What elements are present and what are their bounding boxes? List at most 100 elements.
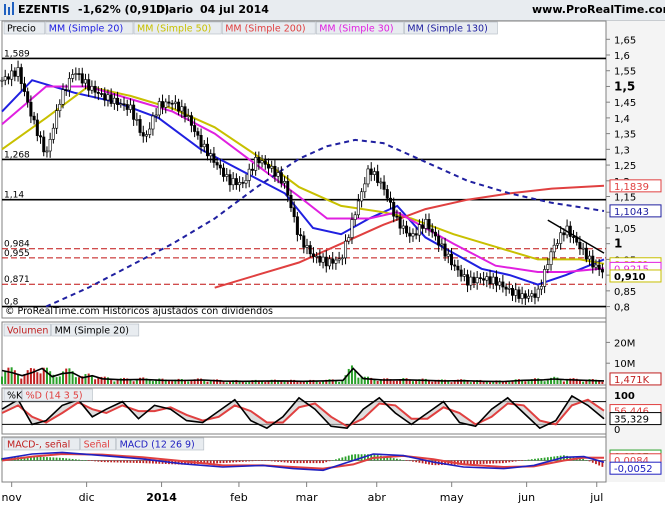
candle-body	[257, 157, 261, 164]
stoch-k-line	[1, 394, 605, 430]
macd-histogram-bar	[341, 457, 344, 461]
macd-histogram-bar	[277, 460, 280, 462]
macd-histogram-bar	[100, 460, 103, 462]
candle-body	[55, 110, 59, 129]
macd-histogram-bar	[505, 460, 507, 463]
macd-histogram-bar	[550, 456, 552, 461]
candle-body	[39, 135, 43, 138]
volume-bar	[469, 382, 472, 384]
volume-bar	[219, 379, 222, 384]
candle-body	[421, 224, 425, 229]
volume-bar	[411, 381, 414, 384]
volume-bar	[216, 379, 219, 384]
candle-body	[591, 255, 595, 268]
candle-body	[568, 225, 572, 237]
y-tick-label: 1,55	[614, 67, 636, 78]
level-label: 0,8	[4, 298, 19, 308]
volume-bar	[245, 382, 248, 384]
candle-body	[417, 224, 421, 236]
volume-bar	[190, 380, 193, 384]
macd-histogram-bar	[299, 460, 302, 464]
volume-bar	[315, 380, 318, 384]
volume-bar	[238, 380, 241, 384]
volume-bar	[248, 381, 251, 384]
candle-body	[510, 288, 514, 296]
candle-body	[61, 89, 65, 105]
volume-axis-label: 20M	[614, 338, 635, 349]
volume-bar	[164, 379, 167, 384]
volume-bar	[212, 379, 215, 384]
volume-bar	[591, 379, 594, 384]
site-name: www.ProRealTime.com	[532, 3, 665, 16]
macd-histogram-bar	[29, 456, 32, 461]
candle-body	[366, 168, 370, 185]
volume-bar	[241, 381, 244, 384]
volume-bar	[402, 378, 405, 384]
macd-histogram-bar	[52, 457, 55, 461]
candle-body	[337, 258, 341, 261]
macd-histogram-bar	[139, 460, 141, 464]
volume-bar	[421, 378, 424, 384]
candle-body	[530, 293, 534, 297]
candle-body	[427, 219, 431, 230]
volume-bar	[222, 381, 225, 384]
y-tick-label: 0,8	[614, 303, 630, 314]
candle-body	[161, 101, 165, 108]
volume-bar	[110, 379, 113, 384]
macd-histogram-bar	[225, 460, 228, 463]
volume-bar	[511, 380, 514, 384]
candle-body	[16, 67, 20, 77]
macd-histogram-bar	[495, 460, 498, 464]
candle-body	[247, 168, 251, 181]
candle-body	[424, 219, 428, 229]
macd-histogram-bar	[296, 460, 299, 464]
macd-histogram-bar	[90, 460, 93, 461]
x-tick-label: feb	[230, 491, 248, 504]
macd-histogram-bar	[527, 459, 530, 461]
volume-bar	[71, 371, 74, 384]
volume-bar	[132, 381, 135, 384]
macd-legend-item: Señal	[84, 440, 110, 451]
volume-bar	[585, 380, 588, 384]
volume-bar	[514, 379, 517, 384]
volume-bar	[283, 381, 286, 384]
volume-bar	[556, 377, 559, 384]
candle-body	[507, 288, 511, 290]
volume-ma-line	[1, 367, 605, 383]
volume-bar	[302, 381, 305, 384]
macd-histogram-bar	[302, 460, 305, 464]
volume-bar	[171, 381, 174, 384]
volume-bar	[174, 379, 177, 384]
candle-body	[196, 131, 200, 136]
volume-bar	[437, 379, 440, 384]
macd-histogram-bar	[309, 460, 312, 464]
macd-histogram-bar	[209, 460, 212, 464]
legend-item: MM (Simple 50)	[137, 24, 211, 35]
macd-histogram-bar	[161, 460, 164, 464]
candle-body	[311, 253, 315, 257]
volume-bar	[264, 381, 267, 384]
macd-badge-label: 0,0084	[614, 456, 649, 467]
candle-body	[276, 172, 280, 177]
macd-histogram-bar	[331, 460, 334, 461]
candle-body	[209, 153, 213, 157]
candle-body	[491, 276, 495, 285]
macd-histogram-bar	[322, 460, 324, 464]
macd-histogram-bar	[216, 460, 219, 464]
volume-legend-item: MM (Simple 20)	[55, 326, 129, 337]
level-label: 0,955	[4, 249, 30, 259]
candle-body	[177, 101, 181, 112]
stoch-fill	[2, 395, 604, 429]
macd-histogram-bar	[402, 459, 405, 461]
volume-bar	[209, 380, 212, 384]
macd-histogram-bar	[325, 460, 328, 463]
macd-histogram-bar	[501, 460, 504, 464]
volume-bar	[113, 381, 116, 384]
candle-body	[597, 264, 601, 270]
candle-body	[228, 174, 232, 186]
legend-box	[51, 323, 140, 337]
macd-histogram-bar	[235, 460, 238, 463]
candle-body	[71, 74, 75, 79]
volume-bar	[142, 377, 145, 384]
legend-box	[315, 21, 404, 35]
